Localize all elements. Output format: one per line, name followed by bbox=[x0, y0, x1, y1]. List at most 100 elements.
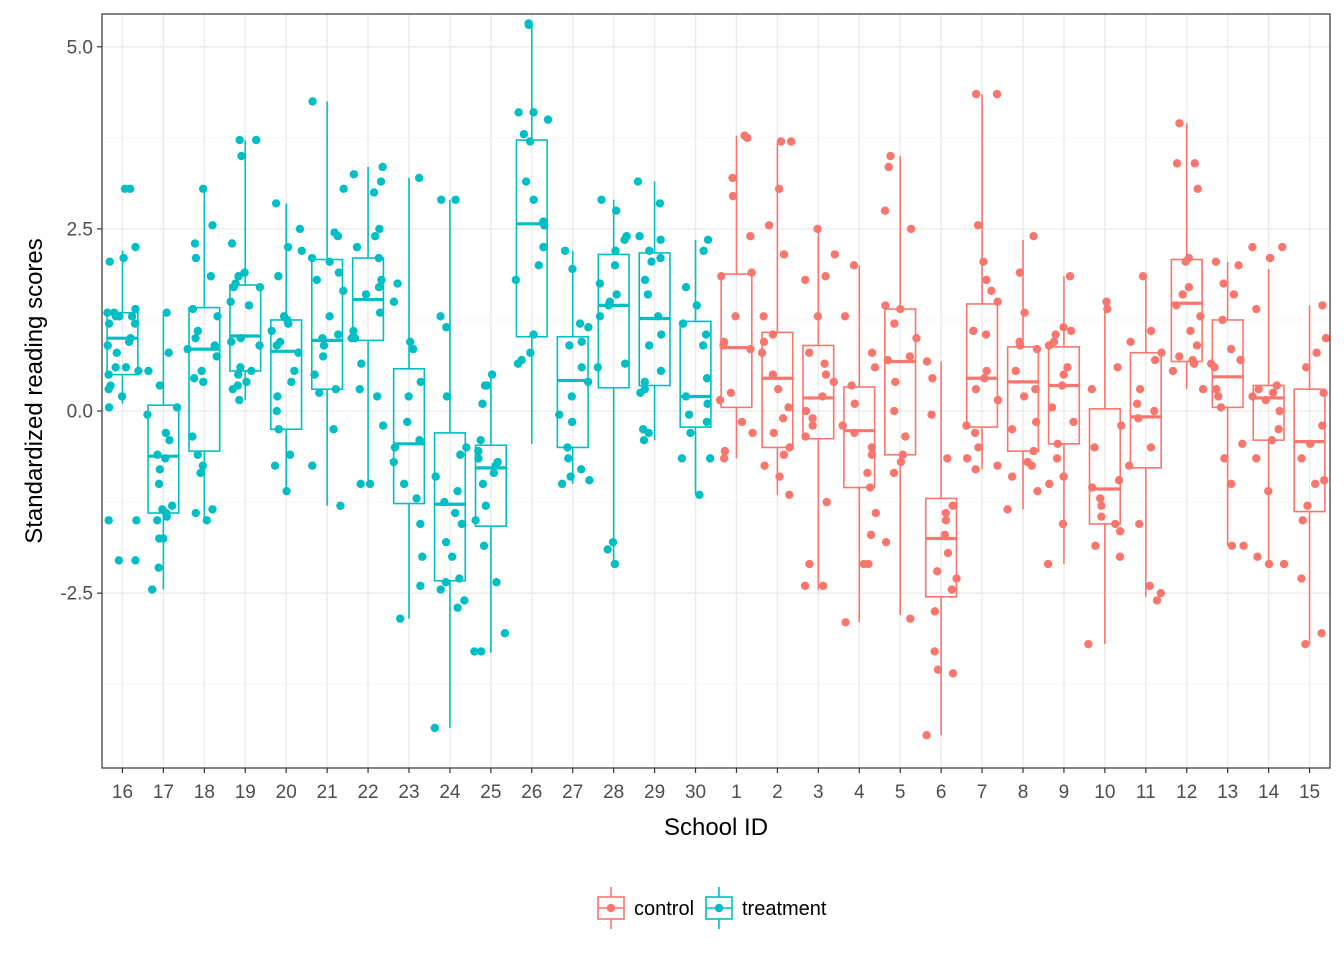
point-treatment bbox=[393, 279, 402, 288]
point-treatment bbox=[103, 341, 112, 350]
point-treatment bbox=[188, 432, 197, 441]
point-control bbox=[813, 224, 822, 234]
box-treatment-school-25 bbox=[474, 374, 508, 653]
point-treatment bbox=[198, 461, 208, 470]
point-treatment bbox=[403, 417, 412, 427]
point-control bbox=[805, 348, 814, 357]
point-control bbox=[1311, 479, 1320, 489]
point-treatment bbox=[412, 494, 421, 503]
point-treatment bbox=[645, 246, 654, 255]
point-treatment bbox=[705, 454, 715, 463]
point-control bbox=[1015, 268, 1025, 277]
point-treatment bbox=[440, 497, 449, 507]
point-control bbox=[764, 221, 774, 230]
point-treatment bbox=[162, 308, 171, 317]
x-tick-label: 15 bbox=[1299, 782, 1320, 803]
point-treatment bbox=[643, 290, 653, 299]
box-control-school-9 bbox=[1047, 276, 1081, 565]
legend-item-treatment: treatment bbox=[705, 887, 827, 929]
point-treatment bbox=[162, 512, 172, 521]
point-treatment bbox=[196, 468, 205, 478]
point-treatment bbox=[511, 275, 520, 285]
point-control bbox=[930, 607, 940, 616]
point-treatment bbox=[604, 301, 613, 310]
point-treatment bbox=[462, 443, 471, 452]
point-treatment bbox=[183, 344, 192, 354]
point-control bbox=[1229, 290, 1239, 299]
point-treatment bbox=[164, 348, 173, 357]
y-tick-label: 5.0 bbox=[67, 37, 93, 58]
point-treatment bbox=[334, 268, 344, 277]
point-control bbox=[1175, 119, 1184, 128]
point-treatment bbox=[104, 384, 113, 394]
point-treatment bbox=[119, 253, 128, 263]
point-control bbox=[870, 363, 880, 372]
x-tick-label: 7 bbox=[977, 782, 988, 803]
point-treatment bbox=[441, 537, 451, 547]
point-treatment bbox=[105, 257, 114, 266]
point-control bbox=[1274, 425, 1283, 434]
point-treatment bbox=[404, 392, 413, 401]
point-control bbox=[883, 355, 892, 365]
point-treatment bbox=[529, 195, 538, 204]
box-treatment-school-29 bbox=[638, 181, 671, 441]
point-treatment bbox=[608, 537, 618, 547]
point-control bbox=[1264, 486, 1273, 496]
x-tick-label: 21 bbox=[317, 782, 338, 803]
point-treatment bbox=[202, 516, 212, 525]
point-treatment bbox=[656, 366, 666, 376]
x-tick-label: 3 bbox=[813, 782, 824, 803]
point-treatment bbox=[470, 647, 479, 656]
point-control bbox=[1248, 242, 1257, 252]
point-treatment bbox=[418, 552, 427, 561]
point-treatment bbox=[526, 348, 535, 357]
point-treatment bbox=[677, 454, 687, 463]
point-control bbox=[1168, 366, 1178, 376]
point-treatment bbox=[565, 341, 574, 350]
point-control bbox=[1029, 446, 1038, 456]
point-treatment bbox=[130, 319, 140, 328]
point-control bbox=[850, 399, 859, 408]
point-treatment bbox=[375, 308, 385, 317]
point-treatment bbox=[583, 377, 593, 387]
point-treatment bbox=[198, 184, 208, 194]
point-treatment bbox=[329, 425, 338, 434]
point-treatment bbox=[143, 410, 152, 419]
point-treatment bbox=[236, 333, 245, 343]
point-control bbox=[1031, 384, 1040, 394]
point-treatment bbox=[453, 486, 462, 496]
legend-item-control: control bbox=[597, 887, 694, 929]
point-control bbox=[808, 421, 817, 430]
point-treatment bbox=[274, 272, 283, 281]
point-treatment bbox=[563, 443, 572, 452]
point-treatment bbox=[640, 275, 650, 285]
point-control bbox=[901, 432, 910, 441]
point-control bbox=[1236, 355, 1245, 365]
point-treatment bbox=[455, 574, 464, 583]
point-control bbox=[728, 191, 738, 201]
point-control bbox=[1084, 639, 1093, 649]
point-control bbox=[1135, 519, 1144, 529]
point-treatment bbox=[447, 552, 457, 561]
point-treatment bbox=[566, 472, 575, 481]
point-treatment bbox=[267, 326, 276, 336]
point-control bbox=[928, 374, 937, 383]
point-control bbox=[871, 508, 880, 518]
point-control bbox=[979, 257, 988, 266]
y-axis-title: Standardized reading scores bbox=[21, 238, 48, 544]
box-iqr bbox=[761, 331, 794, 449]
point-control bbox=[1058, 519, 1068, 529]
point-control bbox=[1317, 629, 1326, 638]
point-treatment bbox=[103, 308, 112, 317]
point-control bbox=[927, 410, 936, 419]
point-control bbox=[840, 312, 850, 321]
point-treatment bbox=[294, 348, 303, 357]
point-treatment bbox=[603, 545, 612, 554]
point-control bbox=[1015, 341, 1025, 350]
point-control bbox=[1318, 421, 1327, 430]
point-control bbox=[1172, 301, 1181, 310]
point-control bbox=[1196, 312, 1205, 321]
point-treatment bbox=[213, 312, 222, 321]
point-treatment bbox=[153, 516, 162, 525]
point-control bbox=[1134, 414, 1143, 423]
